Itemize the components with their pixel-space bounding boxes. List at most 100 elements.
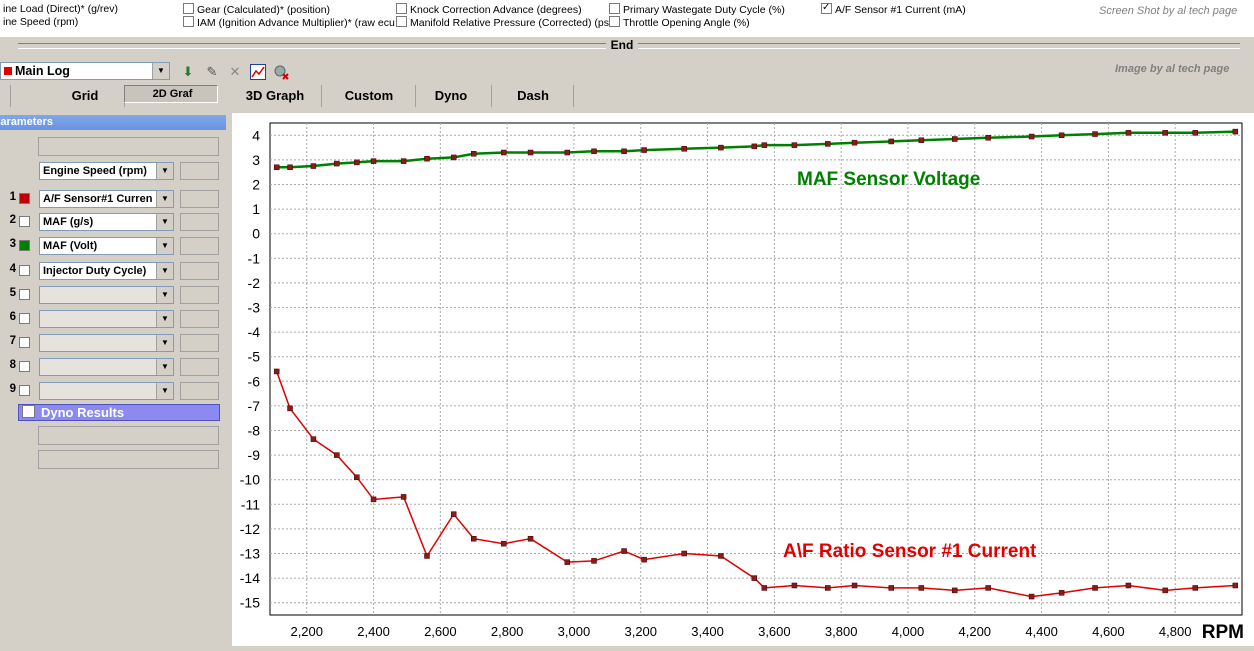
log-color-swatch	[4, 67, 12, 75]
chart: 4 3 2 1 0 -1 -2 -3 -4 -5 -6 -7 -8 -9 -10 -11 -12 -13 -14 -1…	[240, 122, 1244, 643]
data-point	[287, 405, 293, 412]
watermark-text-toolbar: Image by al tech page	[1115, 63, 1230, 75]
row-number: 9	[9, 383, 16, 395]
checkbox[interactable]	[183, 16, 194, 27]
y-tick-label: -9	[248, 447, 261, 463]
chevron-down-icon[interactable]: ▼	[156, 238, 173, 254]
data-point	[1162, 130, 1168, 136]
chevron-down-icon[interactable]: ▼	[156, 214, 173, 230]
end-label: End	[606, 37, 638, 53]
checkbox[interactable]	[396, 3, 407, 14]
row-checkbox[interactable]	[19, 337, 30, 348]
parameter-select[interactable]: ▼	[39, 310, 174, 328]
download-arrow-icon[interactable]: ⬇	[182, 64, 194, 79]
row-checkbox[interactable]	[19, 265, 30, 276]
value-box	[180, 237, 219, 255]
data-point	[918, 137, 925, 143]
parameter-select[interactable]: ▼	[39, 382, 174, 400]
chevron-down-icon[interactable]: ▼	[156, 287, 173, 303]
data-point	[527, 535, 534, 542]
log-select[interactable]: Main Log ▼	[0, 62, 170, 80]
chevron-down-icon[interactable]: ▼	[156, 191, 173, 207]
checkbox[interactable]	[183, 3, 194, 14]
param-engine-speed[interactable]: ine Speed (rpm)	[3, 16, 78, 29]
parameter-select[interactable]: ▼	[39, 286, 174, 304]
dyno-results-header[interactable]: Dyno Results	[18, 404, 220, 421]
param-label: ine Speed (rpm)	[3, 16, 79, 28]
y-tick-label: -2	[248, 275, 261, 291]
param-engine-load[interactable]: ine Load (Direct)* (g/rev)	[3, 3, 118, 16]
param-af-sensor[interactable]: A/F Sensor #1 Current (mA)	[821, 1, 966, 17]
graph-icon[interactable]	[250, 64, 266, 80]
series-line	[275, 371, 1236, 598]
param-knock-correction[interactable]: Knock Correction Advance (degrees)	[396, 3, 582, 17]
tab-partial[interactable]	[0, 85, 11, 107]
x-axis-select[interactable]: Engine Speed (rpm) ▼	[39, 162, 174, 180]
data-point	[564, 559, 571, 565]
row-checkbox[interactable]	[19, 361, 30, 372]
data-point	[761, 142, 768, 148]
chevron-down-icon[interactable]: ▼	[156, 311, 173, 327]
chevron-down-icon[interactable]: ▼	[156, 263, 173, 279]
row-checkbox-checked[interactable]	[19, 240, 30, 251]
data-point	[273, 164, 280, 171]
data-point	[1162, 587, 1168, 594]
data-point	[851, 582, 858, 589]
param-manifold-pressure[interactable]: Manifold Relative Pressure (Corrected) (…	[396, 16, 609, 30]
chevron-down-icon[interactable]: ▼	[152, 63, 169, 79]
parameter-select[interactable]: Injector Duty Cycle) ▼	[39, 262, 174, 280]
chevron-down-icon[interactable]: ▼	[156, 163, 173, 179]
value-box	[180, 334, 219, 352]
checkbox[interactable]	[609, 16, 620, 27]
parameter-select[interactable]: A/F Sensor#1 Curren ▼	[39, 190, 174, 208]
chevron-down-icon[interactable]: ▼	[156, 359, 173, 375]
param-iam[interactable]: IAM (Ignition Advance Multiplier)* (raw …	[183, 16, 395, 30]
delete-x-icon[interactable]: ✕	[229, 64, 241, 79]
data-point	[591, 558, 597, 564]
y-tick-label: -5	[248, 349, 261, 365]
tab-custom[interactable]: Custom	[323, 85, 416, 107]
data-point	[1028, 593, 1035, 600]
x-tick-label: 3,000	[558, 624, 591, 639]
parameter-select[interactable]: ▼	[39, 358, 174, 376]
param-label: Manifold Relative Pressure (Corrected) (…	[410, 17, 609, 29]
data-point	[985, 585, 991, 591]
param-wastegate[interactable]: Primary Wastegate Duty Cycle (%)	[609, 3, 785, 17]
value-box	[180, 190, 219, 208]
tab-3d-graph[interactable]: 3D Graph	[229, 85, 322, 107]
tab-grid[interactable]: Grid	[46, 85, 125, 107]
parameter-select[interactable]: MAF (g/s) ▼	[39, 213, 174, 231]
param-label: A/F Sensor #1 Current (mA)	[835, 4, 966, 16]
parameter-select[interactable]: ▼	[39, 334, 174, 352]
param-label: Gear (Calculated)* (position)	[197, 4, 331, 16]
chevron-down-icon[interactable]: ▼	[156, 383, 173, 399]
data-point	[718, 553, 724, 559]
row-checkbox[interactable]	[19, 385, 30, 396]
row-checkbox[interactable]	[19, 313, 30, 324]
chevron-down-icon[interactable]: ▼	[156, 335, 173, 351]
checkbox[interactable]	[396, 16, 407, 27]
data-point	[918, 585, 925, 591]
param-throttle[interactable]: Throttle Opening Angle (%)	[609, 16, 750, 30]
tab-2d-graf[interactable]: 2D Graf	[124, 85, 218, 103]
settings-x-icon[interactable]	[273, 64, 289, 80]
parameter-select[interactable]: MAF (Volt) ▼	[39, 237, 174, 255]
checkbox[interactable]	[609, 3, 620, 14]
value-box	[180, 162, 219, 180]
data-point	[621, 548, 627, 554]
parameters-header: Parameters	[0, 115, 226, 130]
checkbox-checked[interactable]	[821, 1, 832, 14]
pencil-icon[interactable]: ✎	[206, 64, 218, 79]
row-checkbox-checked[interactable]	[19, 193, 30, 204]
tab-dash[interactable]: Dash	[493, 85, 574, 107]
row-checkbox[interactable]	[19, 216, 30, 227]
data-point	[751, 143, 758, 150]
row-checkbox[interactable]	[19, 289, 30, 300]
dyno-checkbox[interactable]	[22, 405, 35, 418]
parameter-select-value: MAF (Volt)	[43, 240, 98, 252]
value-box	[180, 310, 219, 328]
x-tick-label: 3,200	[624, 624, 657, 639]
param-gear[interactable]: Gear (Calculated)* (position)	[183, 3, 330, 17]
tab-dyno[interactable]: Dyno	[411, 85, 492, 107]
data-point	[1058, 590, 1065, 596]
